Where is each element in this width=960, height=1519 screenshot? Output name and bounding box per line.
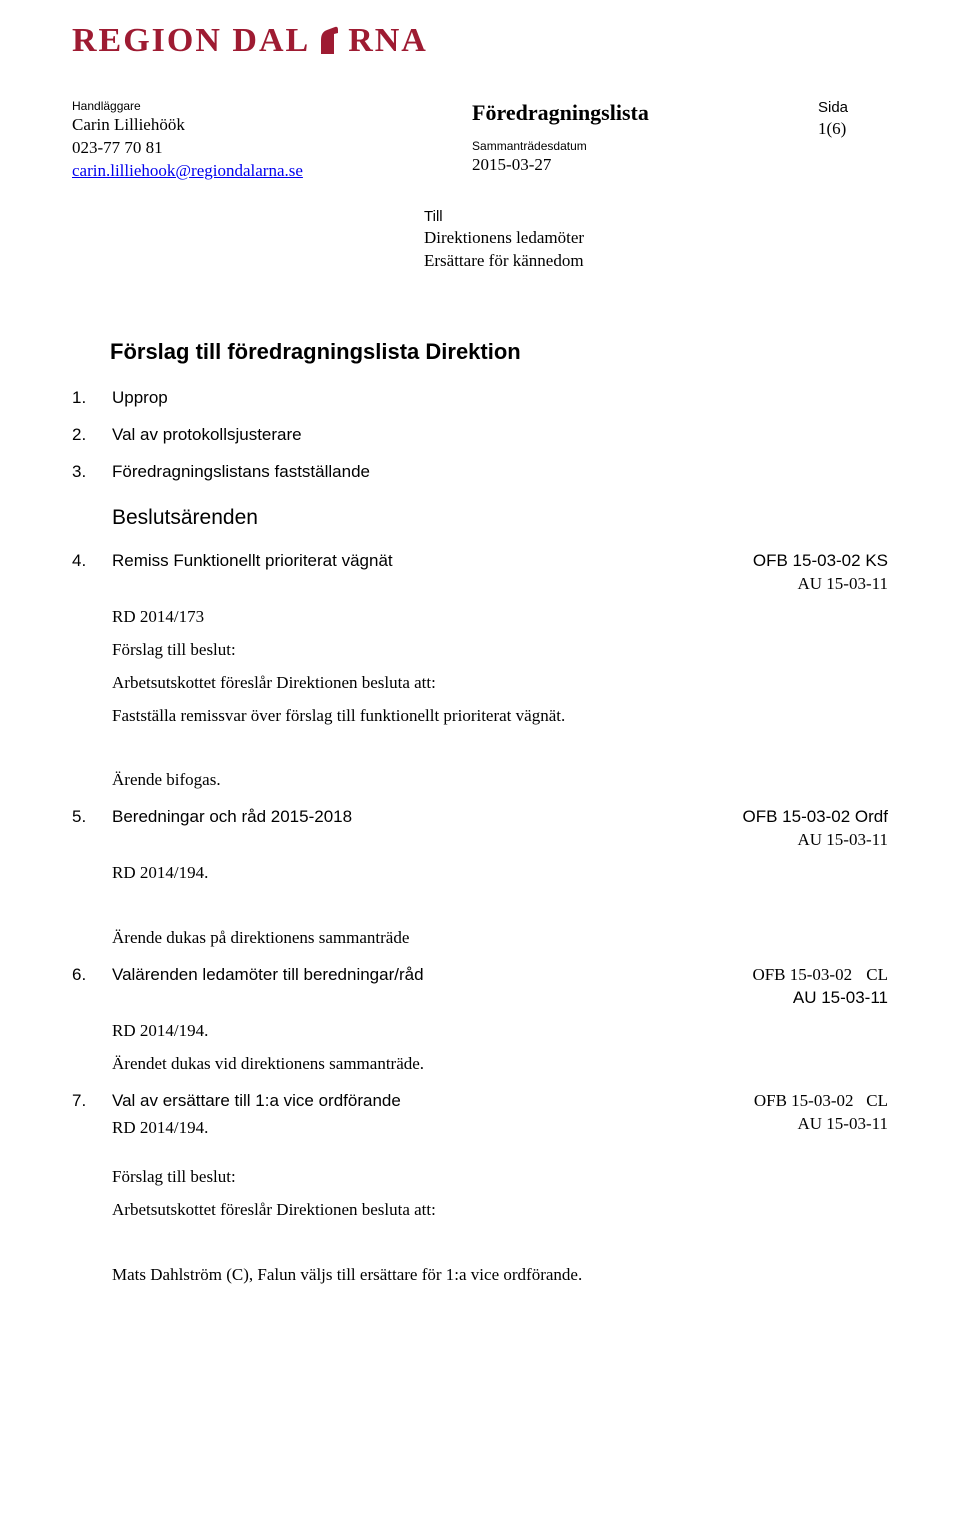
ref-au: AU 15-03-11: [753, 573, 888, 596]
item-title: Remiss Funktionellt prioriterat vägnät: [112, 550, 393, 573]
ref-au: AU 15-03-11: [754, 1113, 888, 1136]
page-label: Sida: [818, 98, 888, 118]
agenda-item-4: Remiss Funktionellt prioriterat vägnät O…: [112, 550, 888, 793]
item-rd: RD 2014/194.: [112, 1117, 401, 1140]
section-heading-wrapper: Beslutsärenden: [112, 504, 888, 532]
logo-text-suffix: RNA: [348, 18, 428, 64]
item-title: Föredragningslistans fastställande: [112, 461, 888, 484]
logo-text-prefix: REGION DAL: [72, 18, 310, 64]
agenda-item-1: Upprop: [112, 387, 888, 410]
recipients-line1: Direktionens ledamöter: [424, 227, 888, 250]
recipients-block: Till Direktionens ledamöter Ersättare fö…: [424, 207, 888, 273]
item-line: Ärende dukas på direktionens sammanträde: [112, 927, 888, 950]
item-line: Arbetsutskottet föreslår Direktionen bes…: [112, 672, 888, 695]
handler-block: Handläggare Carin Lilliehöök 023-77 70 8…: [72, 98, 303, 183]
agenda-item-6: Valärenden ledamöter till beredningar/rå…: [112, 964, 888, 1076]
agenda-item-3: Föredragningslistans fastställande: [112, 461, 888, 484]
agenda-list: Upprop Val av protokollsjusterare Föredr…: [112, 387, 888, 1287]
item-line: Arbetsutskottet föreslår Direktionen bes…: [112, 1199, 888, 1222]
item-rd: RD 2014/194.: [112, 862, 888, 885]
header-center: Föredragningslista Sammanträdesdatum 201…: [472, 98, 649, 177]
item-rd: RD 2014/194.: [112, 1020, 888, 1043]
item-rd: RD 2014/173: [112, 606, 888, 629]
ref-ofb: OFB 15-03-02 KS: [753, 550, 888, 573]
handler-phone: 023-77 70 81: [72, 137, 303, 160]
logo-horse-icon: [315, 26, 343, 56]
item-title: Beredningar och råd 2015-2018: [112, 806, 352, 829]
item-reference: OFB 15-03-02 KS AU 15-03-11: [753, 550, 888, 596]
ref-ofb: OFB 15-03-02: [752, 965, 852, 984]
logo: REGION DAL RNA: [72, 18, 888, 64]
ref-ofb-row: OFB 15-03-02 CL: [752, 964, 888, 987]
ref-au: AU 15-03-11: [752, 987, 888, 1010]
item-reference: OFB 15-03-02 Ordf AU 15-03-11: [742, 806, 888, 852]
meeting-date-label: Sammanträdesdatum: [472, 138, 649, 154]
item-reference: OFB 15-03-02 CL AU 15-03-11: [752, 964, 888, 1010]
ref-ofb: OFB 15-03-02: [754, 1091, 854, 1110]
agenda-item-2: Val av protokollsjusterare: [112, 424, 888, 447]
item-title: Valärenden ledamöter till beredningar/rå…: [112, 964, 424, 987]
item-line: Fastställa remissvar över förslag till f…: [112, 705, 888, 728]
item-title: Upprop: [112, 387, 888, 410]
item-line: Mats Dahlström (C), Falun väljs till ers…: [112, 1264, 888, 1287]
item-reference: OFB 15-03-02 CL AU 15-03-11: [754, 1090, 888, 1136]
item-title: Val av protokollsjusterare: [112, 424, 888, 447]
handler-label: Handläggare: [72, 98, 303, 114]
agenda-item-7: Val av ersättare till 1:a vice ordförand…: [112, 1090, 888, 1287]
ref-au: AU 15-03-11: [742, 829, 888, 852]
document-title: Föredragningslista: [472, 98, 649, 128]
recipients-line2: Ersättare för kännedom: [424, 250, 888, 273]
item-title: Val av ersättare till 1:a vice ordförand…: [112, 1090, 401, 1113]
content-area: Förslag till föredragningslista Direktio…: [72, 337, 888, 1287]
header-right: Sida 1(6): [818, 98, 888, 141]
section-heading: Beslutsärenden: [112, 504, 888, 532]
recipients-label: Till: [424, 207, 888, 227]
ref-initials: CL: [866, 1091, 888, 1110]
document-header: Handläggare Carin Lilliehöök 023-77 70 8…: [72, 98, 888, 183]
item-line: Förslag till beslut:: [112, 1166, 888, 1189]
page-number: 1(6): [818, 118, 888, 141]
item-line: Ärendet dukas vid direktionens sammanträ…: [112, 1053, 888, 1076]
ref-initials: CL: [866, 965, 888, 984]
handler-email-link[interactable]: carin.lilliehook@regiondalarna.se: [72, 161, 303, 180]
meeting-date: 2015-03-27: [472, 154, 649, 177]
item-line: Förslag till beslut:: [112, 639, 888, 662]
agenda-item-5: Beredningar och råd 2015-2018 OFB 15-03-…: [112, 806, 888, 950]
ref-ofb-row: OFB 15-03-02 CL: [754, 1090, 888, 1113]
main-heading: Förslag till föredragningslista Direktio…: [110, 337, 888, 367]
handler-name: Carin Lilliehöök: [72, 114, 303, 137]
item-attachment-note: Ärende bifogas.: [112, 769, 888, 792]
ref-ofb: OFB 15-03-02 Ordf: [742, 806, 888, 829]
